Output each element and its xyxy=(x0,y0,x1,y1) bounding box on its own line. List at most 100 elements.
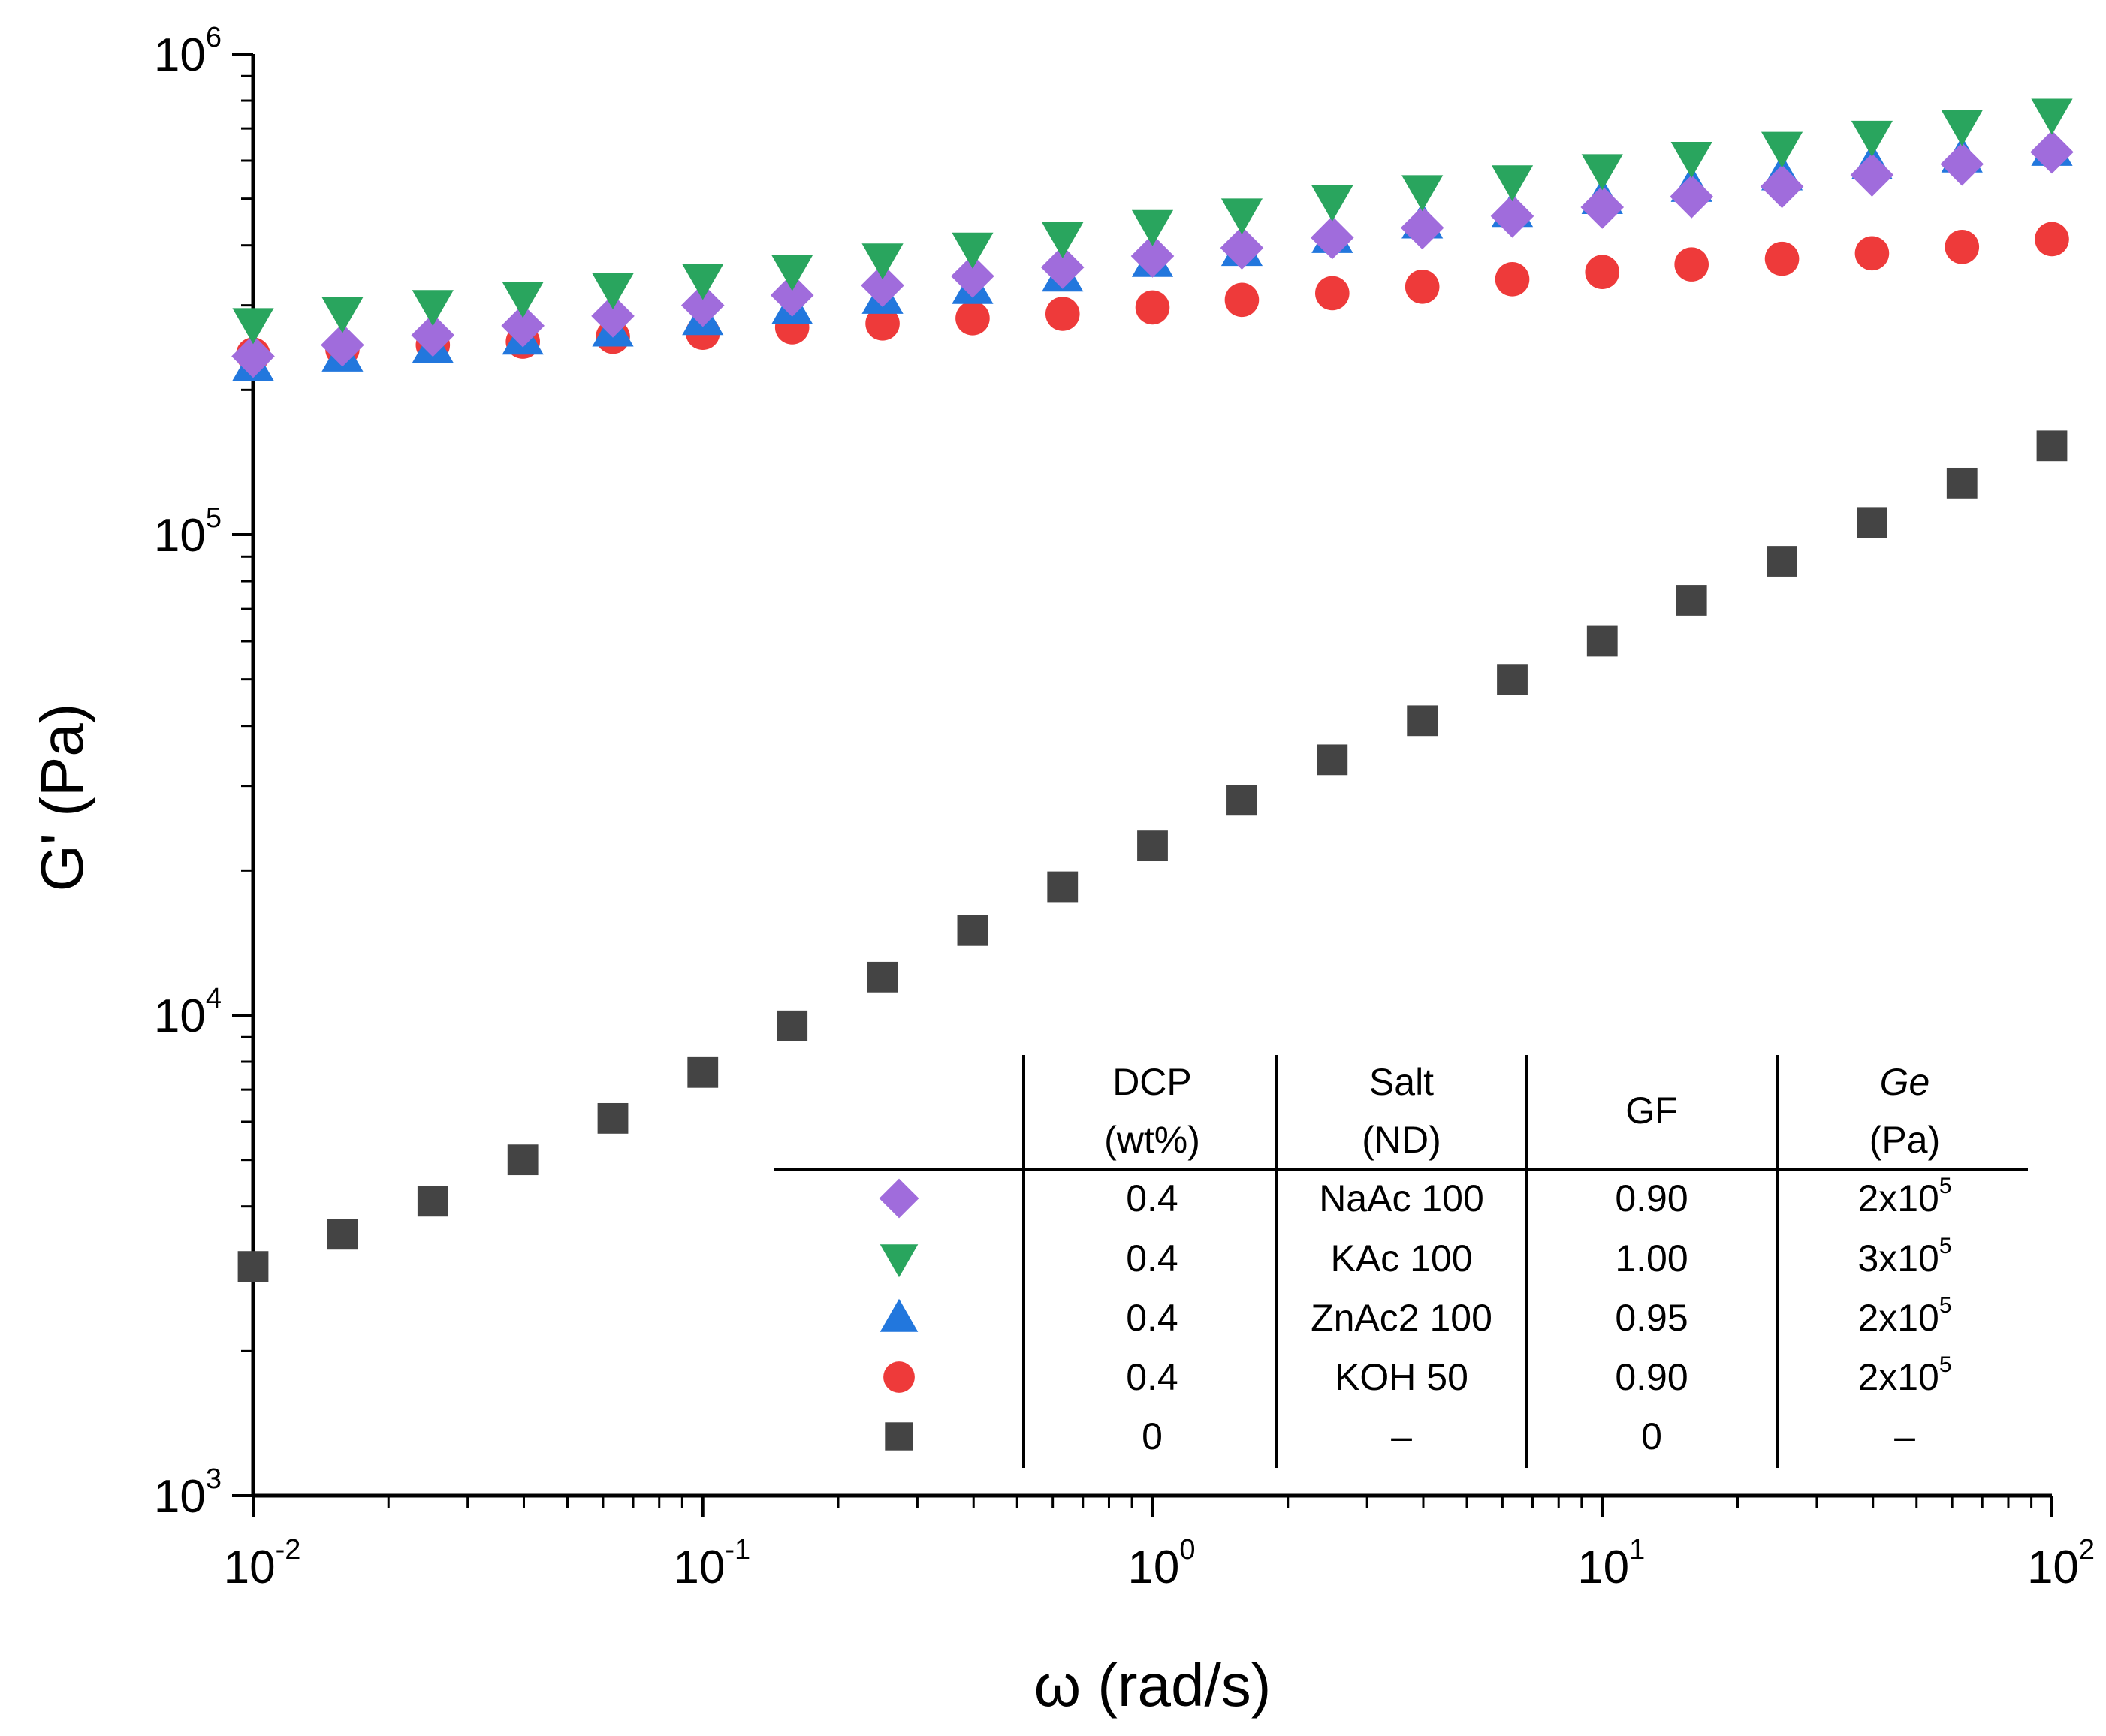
data-point-triangle-down xyxy=(1941,110,1983,146)
x-tick-label: 10-1 xyxy=(673,1534,750,1593)
data-point-square xyxy=(507,1144,539,1176)
data-point-square xyxy=(1226,785,1257,816)
table-cell-ge: 2x105 xyxy=(1857,1174,1951,1219)
data-point-square xyxy=(1946,467,1978,499)
data-point-triangle-down xyxy=(502,282,544,318)
x-tick-label: 10-2 xyxy=(224,1534,301,1593)
table-header-line1: GF xyxy=(1625,1090,1677,1132)
data-point-square xyxy=(1047,871,1079,903)
data-point-circle xyxy=(1674,247,1709,282)
data-point-circle xyxy=(1045,297,1080,331)
data-point-diamond xyxy=(1760,164,1804,209)
data-point-triangle-down xyxy=(232,308,274,345)
data-point-square xyxy=(1407,705,1438,737)
data-point-square xyxy=(1497,664,1528,695)
table-cell-dcp: 0.4 xyxy=(1126,1297,1178,1339)
table-cell-gf: 0 xyxy=(1641,1415,1662,1457)
table-cell-dcp: 0 xyxy=(1142,1415,1163,1457)
data-point-square xyxy=(417,1186,448,1217)
data-point-diamond xyxy=(680,283,725,327)
data-point-diamond xyxy=(1040,246,1085,289)
table-row: 0.4 ZnAc2 100 0.95 2x105 xyxy=(880,1293,1952,1339)
table-cell-salt: KAc 100 xyxy=(1330,1237,1472,1279)
y-tick-label: 104 xyxy=(154,983,222,1042)
data-point-triangle-down xyxy=(1311,185,1353,222)
legend-marker-square xyxy=(885,1422,913,1451)
data-point-circle xyxy=(1854,236,1890,271)
table-row: 0.4 KAc 100 1.00 3x105 xyxy=(880,1234,1952,1279)
data-point-circle xyxy=(955,301,990,336)
data-point-square xyxy=(237,1251,269,1282)
data-point-triangle-down xyxy=(1220,198,1263,235)
table-cell-ge: 2x105 xyxy=(1857,1352,1951,1398)
table-cell-salt: ZnAc2 100 xyxy=(1311,1297,1492,1339)
x-tick-label: 101 xyxy=(1577,1534,1645,1593)
x-tick-label: 100 xyxy=(1127,1534,1195,1593)
data-point-triangle-down xyxy=(1851,120,1893,157)
table-header-line1: Ge xyxy=(1880,1061,1930,1103)
table-cell-ge: 2x105 xyxy=(1857,1293,1951,1339)
data-point-square xyxy=(1317,744,1348,776)
data-point-diamond xyxy=(2030,130,2074,174)
data-marks xyxy=(231,98,2074,1282)
data-point-diamond xyxy=(591,294,635,338)
data-point-diamond xyxy=(1490,194,1534,238)
table-cell-gf: 1.00 xyxy=(1615,1237,1688,1279)
table-cell-dcp: 0.4 xyxy=(1126,1237,1178,1279)
data-point-square xyxy=(777,1010,808,1041)
data-point-circle xyxy=(2035,222,2069,257)
data-point-diamond xyxy=(231,334,275,378)
data-point-diamond xyxy=(501,304,545,348)
series-square xyxy=(237,430,2068,1282)
data-point-triangle-down xyxy=(682,264,724,300)
table-header-line2: (wt%) xyxy=(1104,1119,1200,1161)
data-point-diamond xyxy=(321,323,364,367)
data-point-circle xyxy=(1405,270,1440,304)
data-point-triangle-down xyxy=(592,273,634,309)
data-point-diamond xyxy=(1940,142,1984,186)
y-axis-title: G' (Pa) xyxy=(29,704,95,892)
table-cell-gf: 0.95 xyxy=(1615,1297,1688,1339)
table-row: 0.4 NaAc 100 0.90 2x105 xyxy=(879,1174,1952,1219)
table-header-line2: (ND) xyxy=(1362,1119,1441,1161)
legend-marker-triangle-down xyxy=(880,1244,919,1278)
data-point-triangle-down xyxy=(1581,154,1623,191)
table-cell-gf: 0.90 xyxy=(1615,1177,1688,1219)
data-point-square xyxy=(1676,585,1707,616)
series-triangle-down xyxy=(232,98,2073,345)
data-point-triangle-down xyxy=(2031,98,2073,135)
data-point-diamond xyxy=(1130,234,1175,278)
table-header-line1: DCP xyxy=(1112,1061,1192,1103)
data-point-diamond xyxy=(1400,206,1444,250)
data-point-diamond xyxy=(770,273,814,317)
y-tick-label: 106 xyxy=(154,22,222,81)
legend-marker-diamond xyxy=(879,1178,919,1219)
data-point-triangle-down xyxy=(1491,165,1534,202)
table-cell-ge: – xyxy=(1894,1415,1915,1457)
legend-marker-triangle-up xyxy=(880,1298,919,1332)
data-point-circle xyxy=(1764,241,1800,276)
x-axis-title: ω (rad/s) xyxy=(1034,1652,1272,1719)
data-point-triangle-down xyxy=(1670,141,1712,178)
axes: 10-2 10-1 100 101 102 103 104 105 106 ω (rad/s) G'… xyxy=(29,22,2095,1719)
table-cell-dcp: 0.4 xyxy=(1126,1356,1178,1398)
data-point-triangle-down xyxy=(1761,131,1803,168)
data-point-triangle-down xyxy=(321,297,364,333)
data-point-circle xyxy=(1495,262,1530,297)
data-point-square xyxy=(597,1102,629,1134)
data-point-diamond xyxy=(1670,175,1713,219)
data-point-triangle-down xyxy=(412,290,454,327)
table-header-line2: (Pa) xyxy=(1869,1119,1940,1161)
data-point-triangle-down xyxy=(771,255,813,291)
data-point-square xyxy=(867,961,898,993)
data-point-circle xyxy=(1224,282,1260,318)
data-point-circle xyxy=(1945,229,1980,264)
table-cell-ge: 3x105 xyxy=(1857,1234,1951,1279)
table-header-line1: Salt xyxy=(1369,1061,1434,1103)
table-cell-gf: 0.90 xyxy=(1615,1356,1688,1398)
table-row: 0 – 0 – xyxy=(885,1415,1915,1457)
x-tick-label: 102 xyxy=(2027,1534,2095,1593)
data-point-diamond xyxy=(1850,153,1894,197)
table-cell-salt: – xyxy=(1391,1415,1412,1457)
